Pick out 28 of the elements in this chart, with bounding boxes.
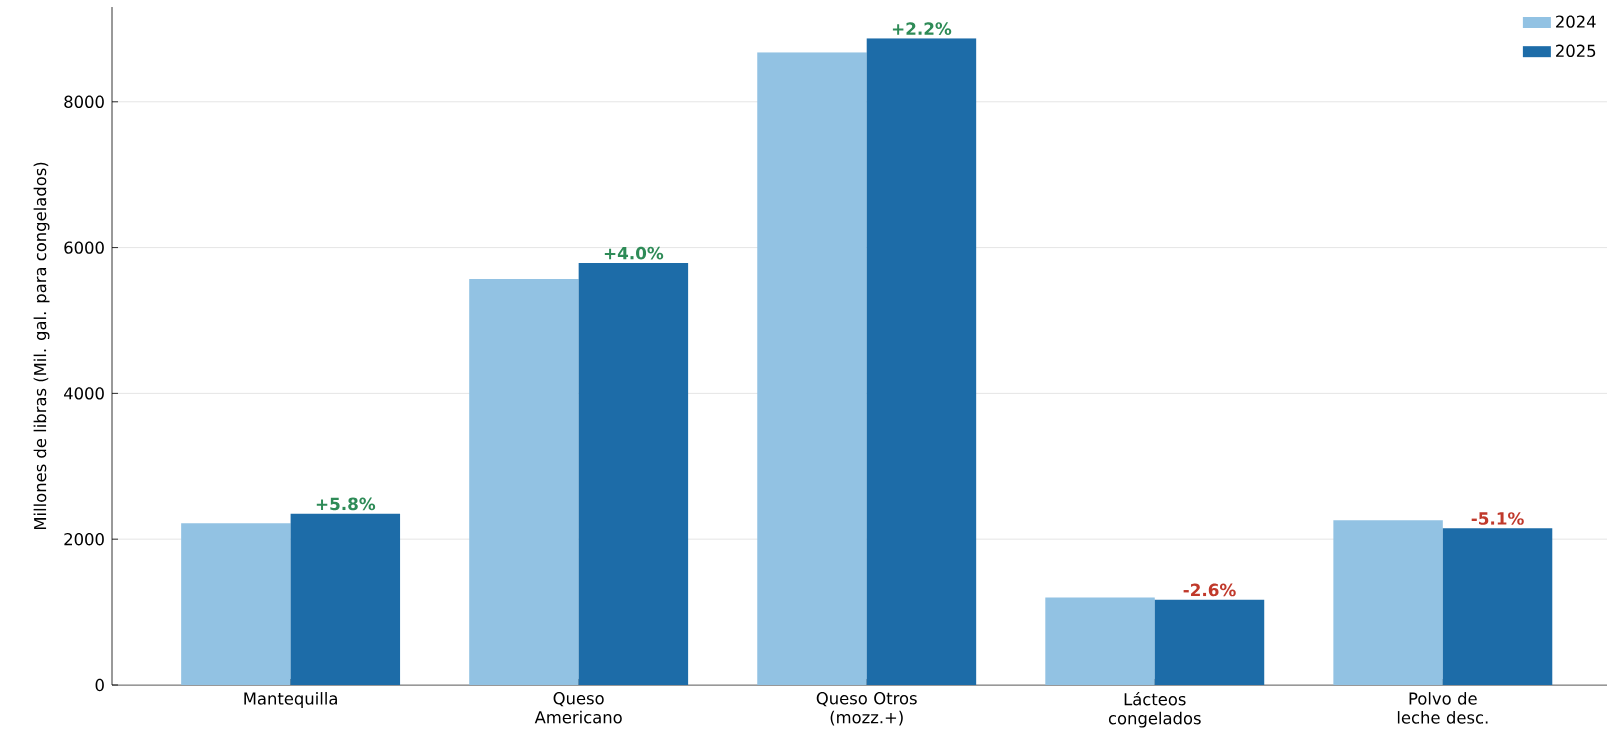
legend-label: 2025 — [1556, 44, 1596, 57]
y-tick-label: 2000 — [64, 532, 104, 546]
annotation: +4.0% — [604, 246, 664, 260]
annotation: +2.2% — [892, 22, 952, 35]
bar — [181, 523, 291, 685]
bar — [469, 278, 579, 685]
bar — [866, 38, 977, 685]
x-tick-label: Lácteos congelados — [1108, 692, 1201, 728]
x-tick-label: Queso Americano — [534, 692, 622, 724]
annotation: -5.1% — [1471, 512, 1524, 525]
bar — [1045, 597, 1155, 685]
y-tick-label: 4000 — [64, 387, 104, 400]
annotation: -2.6% — [1183, 583, 1236, 597]
bar — [578, 262, 689, 685]
x-tick-label: Mantequilla — [244, 692, 337, 708]
y-axis-title: Millones de libras (Mil. gal. para congelados) — [33, 162, 50, 530]
annotation: +5.8% — [316, 497, 376, 511]
y-tick-label: 6000 — [64, 241, 104, 254]
bar — [1154, 599, 1265, 685]
x-tick-label: Polvo de leche desc. — [1397, 692, 1488, 724]
bar — [1442, 528, 1553, 685]
bar — [1333, 520, 1443, 685]
legend-label: 2024 — [1556, 15, 1596, 28]
bar — [757, 52, 867, 685]
bar — [290, 513, 401, 685]
y-tick-label: 0 — [95, 678, 104, 692]
x-tick-label: Queso Otros (mozz.+) — [816, 692, 917, 726]
y-tick-label: 8000 — [64, 95, 104, 108]
